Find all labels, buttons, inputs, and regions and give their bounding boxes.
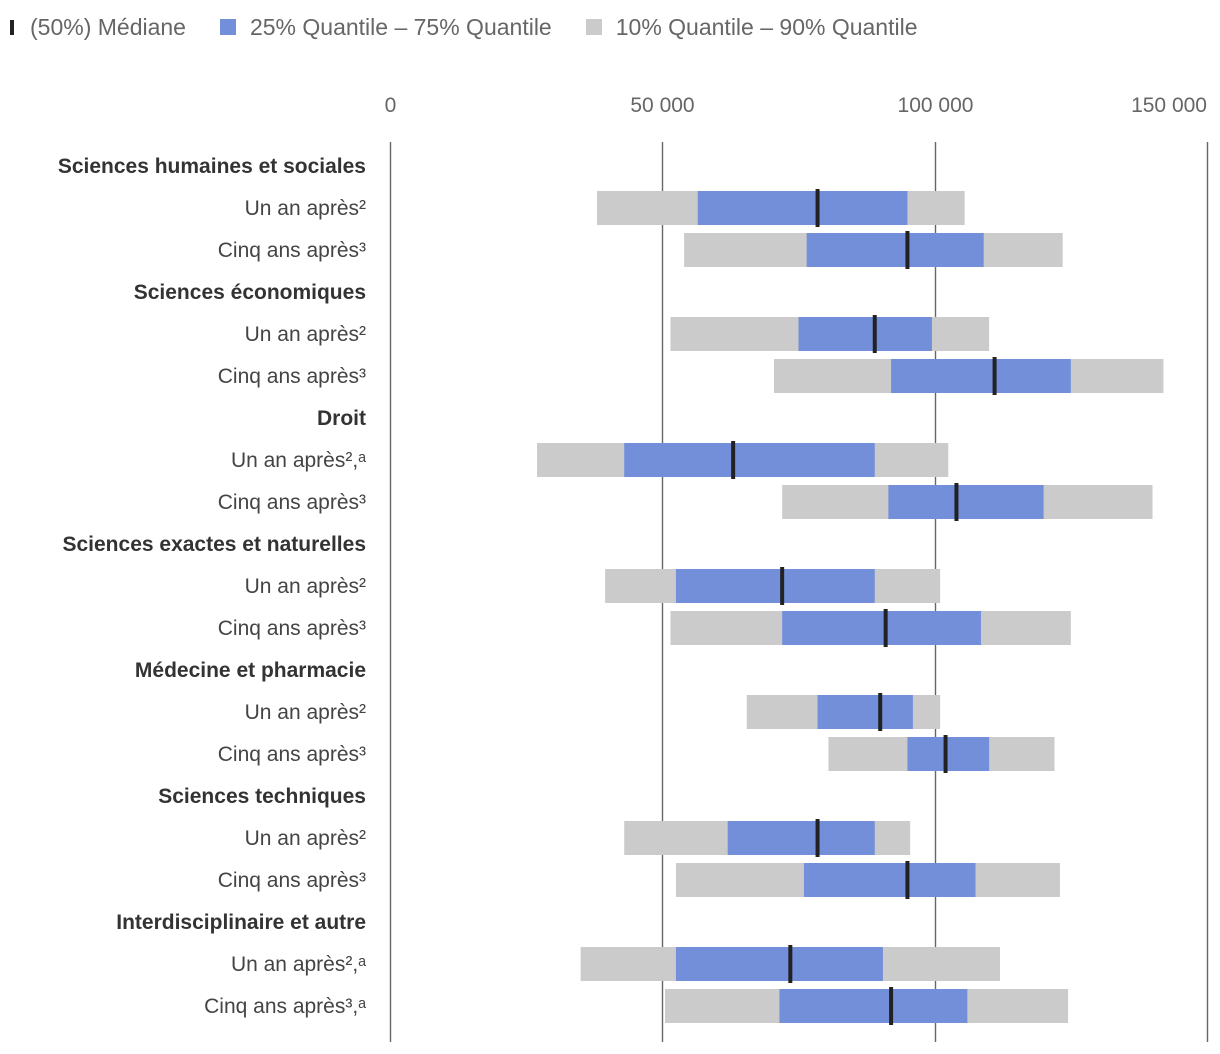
legend-median-swatch bbox=[10, 19, 14, 35]
bar-interquartile-range[interactable] bbox=[907, 737, 990, 771]
median-marker[interactable] bbox=[905, 231, 910, 269]
group-label: Sciences économiques bbox=[134, 281, 366, 304]
bar-interquartile-range[interactable] bbox=[675, 947, 883, 981]
legend-outer-label: 10% Quantile – 90% Quantile bbox=[615, 13, 918, 40]
row-label: Cinq ans après³ bbox=[218, 617, 366, 640]
bar-interquartile-range[interactable] bbox=[817, 695, 913, 729]
bars-layer bbox=[537, 189, 1164, 1025]
row-label: Cinq ans après³ bbox=[218, 239, 366, 262]
x-tick-label: 150 000 bbox=[1131, 94, 1207, 117]
median-marker[interactable] bbox=[905, 861, 910, 899]
median-marker[interactable] bbox=[872, 315, 877, 353]
legend-item-interquartile[interactable]: 25% Quantile – 75% Quantile bbox=[219, 13, 552, 41]
row-label: Cinq ans après³ bbox=[218, 365, 366, 388]
legend-inner-swatch bbox=[219, 19, 236, 35]
group-label: Droit bbox=[317, 407, 366, 430]
row-label: Un an après² bbox=[245, 197, 366, 220]
group-label: Sciences exactes et naturelles bbox=[62, 533, 366, 556]
median-marker[interactable] bbox=[878, 693, 883, 731]
legend-outer-swatch bbox=[585, 19, 602, 35]
row-label: Cinq ans après³,ᵃ bbox=[204, 995, 366, 1018]
bar-interquartile-range[interactable] bbox=[888, 485, 1044, 519]
group-label: Sciences techniques bbox=[158, 785, 366, 808]
bar-interquartile-range[interactable] bbox=[782, 611, 981, 645]
group-label: Interdisciplinaire et autre bbox=[116, 911, 366, 934]
bar-interquartile-range[interactable] bbox=[697, 191, 908, 225]
x-tick-label: 100 000 bbox=[898, 94, 974, 117]
group-label: Médecine et pharmacie bbox=[135, 659, 366, 682]
median-marker[interactable] bbox=[788, 945, 793, 983]
median-marker[interactable] bbox=[815, 189, 820, 227]
bar-interquartile-range[interactable] bbox=[798, 317, 932, 351]
category-labels: Sciences humaines et sociales Un an après… bbox=[58, 155, 366, 1018]
bar-interquartile-range[interactable] bbox=[803, 863, 976, 897]
bar-interquartile-range[interactable] bbox=[727, 821, 875, 855]
bar-interquartile-range[interactable] bbox=[675, 569, 875, 603]
median-marker[interactable] bbox=[954, 483, 959, 521]
row-label: Un an après² bbox=[245, 575, 366, 598]
x-tick-label: 50 000 bbox=[630, 94, 694, 117]
bar-interquartile-range[interactable] bbox=[624, 443, 875, 477]
x-tick-label: 0 bbox=[385, 94, 397, 117]
median-marker[interactable] bbox=[780, 567, 785, 605]
row-label: Un an après²,ᵃ bbox=[231, 449, 366, 472]
median-marker[interactable] bbox=[731, 441, 736, 479]
row-label: Un an après² bbox=[245, 701, 366, 724]
legend-item-median[interactable]: (50%) Médiane bbox=[8, 14, 186, 41]
bar-interquartile-range[interactable] bbox=[891, 359, 1071, 393]
chart-legend: (50%) Médiane 25% Quantile – 75% Quantil… bbox=[8, 12, 952, 42]
median-marker[interactable] bbox=[883, 609, 888, 647]
legend-item-decile-range[interactable]: 10% Quantile – 90% Quantile bbox=[585, 13, 918, 41]
bar-interquartile-range[interactable] bbox=[806, 233, 984, 267]
row-label: Un an après²,ᵃ bbox=[231, 953, 366, 976]
row-label: Cinq ans après³ bbox=[218, 491, 366, 514]
row-label: Cinq ans après³ bbox=[218, 743, 366, 766]
median-marker[interactable] bbox=[992, 357, 997, 395]
median-marker[interactable] bbox=[815, 819, 820, 857]
row-label: Un an après² bbox=[245, 323, 366, 346]
group-label: Sciences humaines et sociales bbox=[58, 155, 366, 178]
row-label: Cinq ans après³ bbox=[218, 869, 366, 892]
median-marker[interactable] bbox=[943, 735, 948, 773]
row-label: Un an après² bbox=[245, 827, 366, 850]
legend-median-label: (50%) Médiane bbox=[30, 13, 186, 40]
x-axis-ticks: 0 50 000 100 000 150 000 bbox=[385, 94, 1207, 117]
bar-interquartile-range[interactable] bbox=[779, 989, 968, 1023]
legend-inner-label: 25% Quantile – 75% Quantile bbox=[249, 13, 552, 40]
median-marker[interactable] bbox=[889, 987, 894, 1025]
